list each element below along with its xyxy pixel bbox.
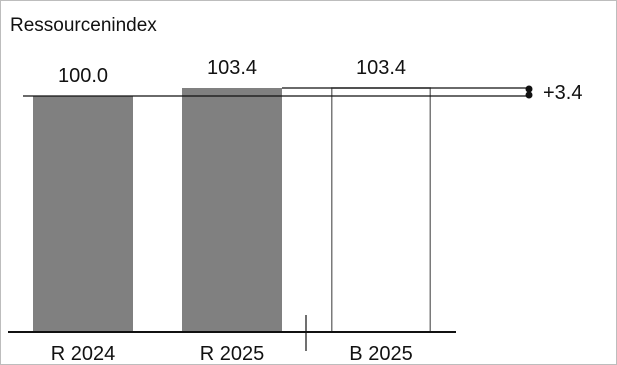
category-label: B 2025 (349, 343, 412, 364)
delta-label: +3.4 (543, 82, 582, 104)
value-label: 103.4 (356, 57, 406, 79)
delta-marker-bottom (525, 91, 533, 99)
category-label: R 2025 (200, 343, 265, 364)
bar-r-2024 (33, 96, 133, 332)
value-label: 100.0 (58, 65, 108, 87)
bar-b-2025 (331, 87, 431, 333)
category-label: R 2024 (51, 343, 116, 364)
delta-marker-top (525, 85, 533, 93)
bar-r-2025 (182, 88, 282, 332)
chart-title: Ressourcenindex (10, 15, 157, 36)
value-label: 103.4 (207, 57, 257, 79)
